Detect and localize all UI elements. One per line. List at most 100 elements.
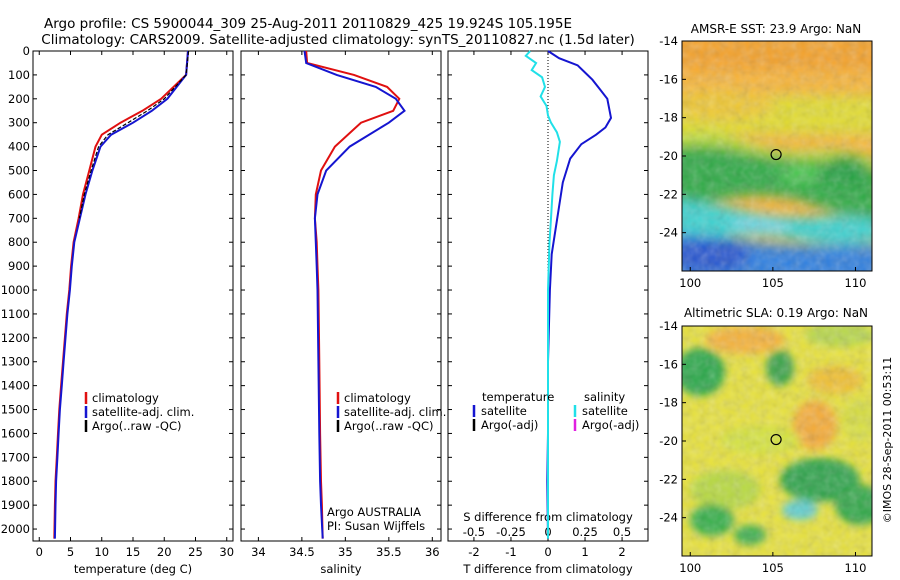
annotation-pi: PI: Susan Wijffels	[327, 519, 425, 533]
y-tick-label: 1900	[1, 498, 30, 512]
map-y-tick-label: -24	[659, 226, 678, 240]
x-tick-label-secondary: -0.25	[496, 525, 526, 539]
series-line-1	[524, 50, 561, 539]
y-tick-label: 400	[8, 140, 30, 154]
map-x-tick-label: 105	[762, 276, 784, 290]
legend-label-satellite: satellite-adj. clim.	[344, 405, 446, 419]
y-tick-label: 500	[8, 164, 30, 178]
map-y-tick-label: -14	[659, 319, 678, 333]
plot-frame	[32, 50, 234, 542]
map-y-tick-label: -20	[659, 434, 678, 448]
map-y-tick-label: -22	[659, 187, 678, 201]
series-line-1	[303, 50, 406, 539]
map-x-tick-label: 105	[762, 561, 784, 575]
argo-location-marker	[770, 433, 782, 446]
x-axis-label: salinity	[320, 562, 361, 576]
legend-label-temp-argo: Argo(-adj)	[481, 418, 538, 432]
x-tick-label: -2	[468, 545, 479, 559]
x-tick-label: 34.5	[289, 545, 315, 559]
series-line-2	[78, 50, 190, 219]
sla-map-title: Altimetric SLA: 0.19 Argo: NaN	[684, 306, 868, 320]
legend-label-temp-satellite: satellite	[481, 404, 527, 418]
map-y-tick-label: -22	[659, 472, 678, 486]
sst-map: AMSR-E SST: 23.9 Argo: NaN 100 105 110 -14 -…	[659, 22, 873, 290]
x-tick-label-secondary: 0.25	[572, 525, 598, 539]
map-y-tick-label: -16	[659, 357, 678, 371]
map-y-tick-label: -14	[659, 34, 678, 48]
y-tick-label: 600	[8, 187, 30, 201]
x-tick-label: 5	[67, 545, 74, 559]
y-tick-label: 1000	[1, 283, 30, 297]
legend-title-temperature: temperature	[482, 390, 554, 404]
annotation-argo-australia: Argo AUSTRALIA	[327, 505, 421, 519]
map-y-tick-label: -24	[659, 511, 678, 525]
sst-map-image	[682, 41, 872, 271]
x-tick-label: 0	[36, 545, 43, 559]
legend-label-sal-satellite: satellite	[582, 404, 628, 418]
legend-title-salinity: salinity	[584, 390, 625, 404]
map-x-tick-label: 100	[679, 561, 701, 575]
y-tick-label: 200	[8, 92, 30, 106]
x-tick-label: 30	[219, 545, 234, 559]
sst-map-title: AMSR-E SST: 23.9 Argo: NaN	[691, 22, 861, 36]
series-line-1	[53, 50, 189, 539]
legend-label-climatology: climatology	[344, 391, 411, 405]
y-tick-label: 1200	[1, 331, 30, 345]
x-tick-label: 15	[126, 545, 141, 559]
legend-label-climatology: climatology	[92, 391, 159, 405]
difference-legend: temperature salinity satellite Argo(-adj…	[472, 390, 639, 432]
y-tick-label: 1800	[1, 474, 30, 488]
y-tick-label: 0	[23, 44, 30, 58]
y-tick-label: 2000	[1, 522, 30, 536]
y-tick-label: 100	[8, 68, 30, 82]
map-y-tick-label: -20	[659, 149, 678, 163]
x-tick-label: 20	[157, 545, 172, 559]
map-y-tick-label: -18	[659, 396, 678, 410]
y-tick-label: 300	[8, 116, 30, 130]
figure-title-line2: Climatology: CARS2009. Satellite-adjuste…	[41, 32, 634, 48]
figure-title-line1: Argo profile: CS 5900044_309 25-Aug-2011…	[44, 16, 572, 32]
sla-map-image	[682, 326, 872, 556]
salinity-panel: 34 34.5 35 35.5 36 salinity	[240, 50, 442, 576]
y-tick-label: 1500	[1, 403, 30, 417]
x-tick-label: 35.5	[376, 545, 402, 559]
x-tick-label: 0	[544, 545, 551, 559]
map-y-tick-label: -16	[659, 72, 678, 86]
x-axis-label: temperature (deg C)	[74, 562, 192, 576]
timestamp-side-label: ©IMOS 28-Sep-2011 00:53:11	[881, 357, 894, 523]
y-tick-label: 1400	[1, 379, 30, 393]
x-tick-label-secondary: 0.5	[613, 525, 631, 539]
x-tick-label: 36	[425, 545, 440, 559]
map-y-tick-label: -18	[659, 111, 678, 125]
legend-label-argo: Argo(..raw -QC)	[344, 419, 434, 433]
x-tick-label: 2	[618, 545, 625, 559]
legend-label-argo: Argo(..raw -QC)	[92, 419, 182, 433]
map-x-tick-label: 100	[679, 276, 701, 290]
x-tick-label: 10	[94, 545, 109, 559]
map-x-tick-label: 110	[845, 276, 867, 290]
x-tick-label: -1	[505, 545, 516, 559]
y-tick-label: 1700	[1, 450, 30, 464]
x-tick-label: 34	[251, 545, 266, 559]
salinity-legend: climatology satellite-adj. clim. Argo(..…	[336, 391, 446, 433]
sla-map: Altimetric SLA: 0.19 Argo: NaN	[659, 306, 873, 575]
y-tick-label: 1300	[1, 355, 30, 369]
argo-location-marker	[770, 148, 782, 161]
x-tick-label: 25	[188, 545, 203, 559]
y-tick-label: 700	[8, 211, 30, 225]
temperature-legend: climatology satellite-adj. clim. Argo(..…	[84, 391, 194, 433]
plot-frame	[240, 50, 442, 542]
legend-label-satellite: satellite-adj. clim.	[92, 405, 194, 419]
y-tick-label: 1100	[1, 307, 30, 321]
y-tick-label: 800	[8, 235, 30, 249]
x-tick-label: 35	[338, 545, 353, 559]
y-tick-label: 900	[8, 259, 30, 273]
x-axis-label: T difference from climatology	[462, 562, 633, 576]
x-tick-label: 1	[581, 545, 588, 559]
temperature-panel: 0 5 10 15 20 25 300100200300400500600700800900…	[1, 44, 234, 576]
x-tick-label-secondary: -0.5	[463, 525, 485, 539]
y-tick-label: 1600	[1, 426, 30, 440]
legend-label-sal-argo: Argo(-adj)	[582, 418, 639, 432]
